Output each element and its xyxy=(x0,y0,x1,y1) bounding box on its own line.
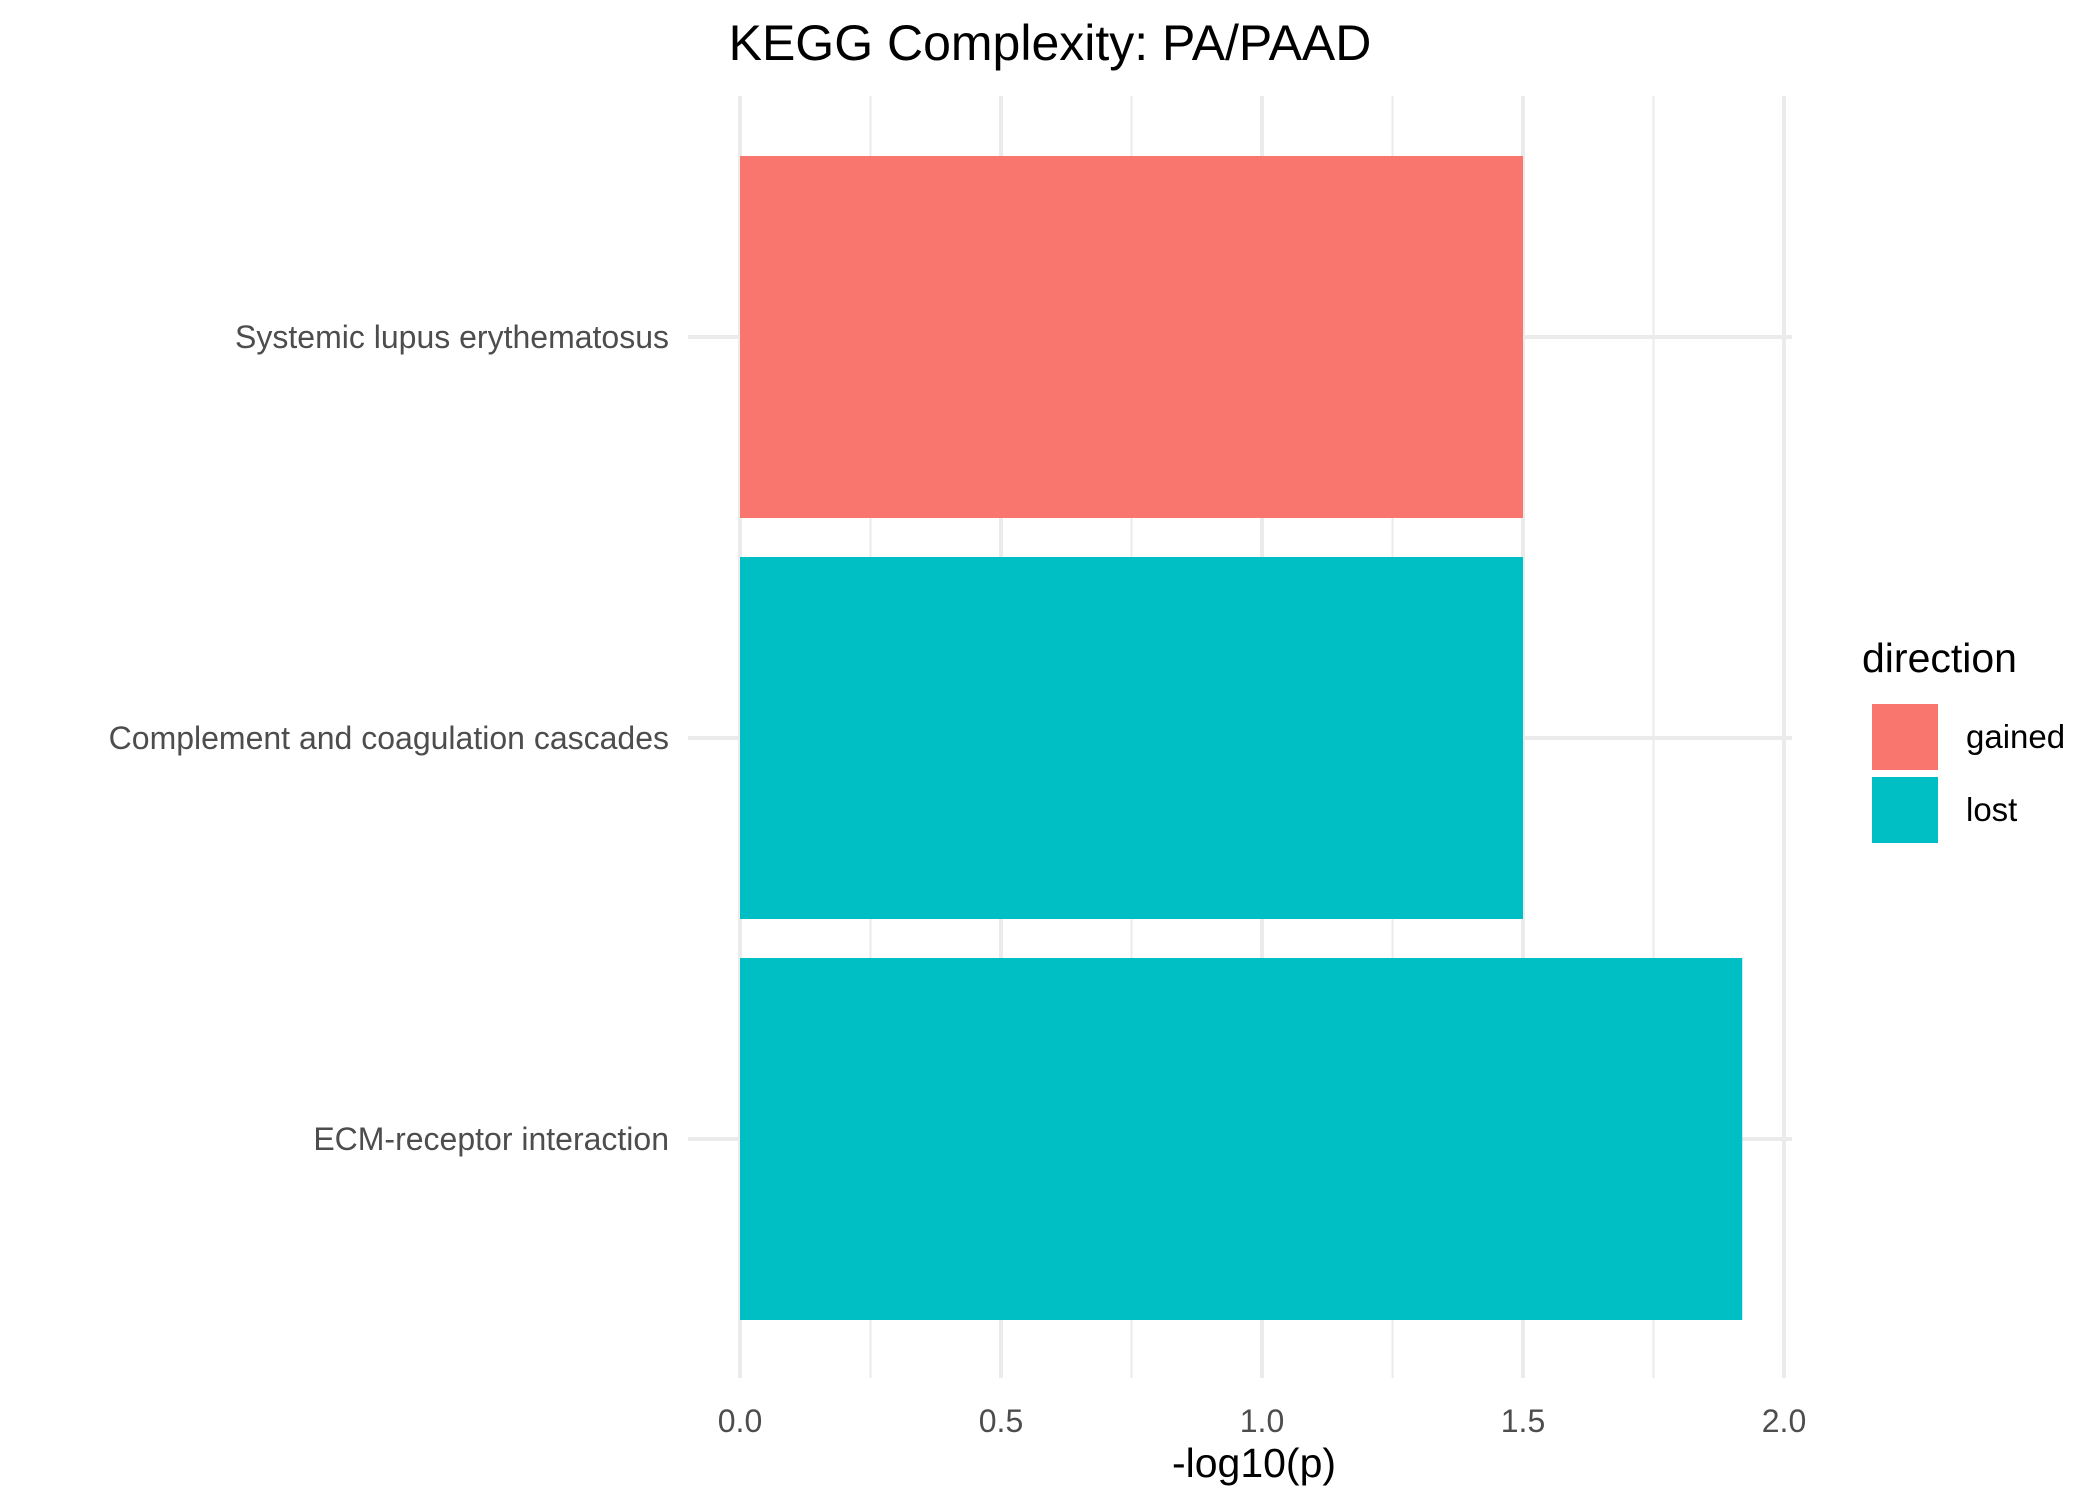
y-axis-label: Complement and coagulation cascades xyxy=(109,720,669,756)
x-axis-title: -log10(p) xyxy=(1172,1440,1336,1486)
y-axis-labels: Systemic lupus erythematosus Complement a… xyxy=(109,319,669,1157)
x-axis-tick-label: 1.0 xyxy=(1240,1403,1284,1439)
x-axis-tick-labels: 0.0 0.5 1.0 1.5 2.0 xyxy=(718,1403,1806,1439)
chart-title: KEGG Complexity: PA/PAAD xyxy=(729,15,1372,71)
bar xyxy=(740,156,1523,518)
legend-title: direction xyxy=(1862,635,2017,681)
bar xyxy=(740,557,1523,919)
legend-key xyxy=(1872,704,1938,770)
x-axis-tick-label: 1.5 xyxy=(1501,1403,1545,1439)
legend-key xyxy=(1872,777,1938,843)
legend: direction gained lost xyxy=(1862,635,2065,843)
bars xyxy=(740,156,1743,1320)
x-axis-tick-label: 0.0 xyxy=(718,1403,762,1439)
y-axis-label: ECM-receptor interaction xyxy=(313,1121,669,1157)
legend-label: gained xyxy=(1966,718,2065,755)
x-axis-tick-label: 2.0 xyxy=(1762,1403,1806,1439)
x-axis-tick-label: 0.5 xyxy=(979,1403,1023,1439)
bar xyxy=(740,958,1743,1320)
legend-label: lost xyxy=(1966,791,2017,828)
y-axis-label: Systemic lupus erythematosus xyxy=(235,319,669,355)
